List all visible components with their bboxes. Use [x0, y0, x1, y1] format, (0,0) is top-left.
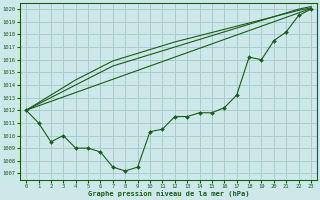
X-axis label: Graphe pression niveau de la mer (hPa): Graphe pression niveau de la mer (hPa): [88, 190, 249, 197]
